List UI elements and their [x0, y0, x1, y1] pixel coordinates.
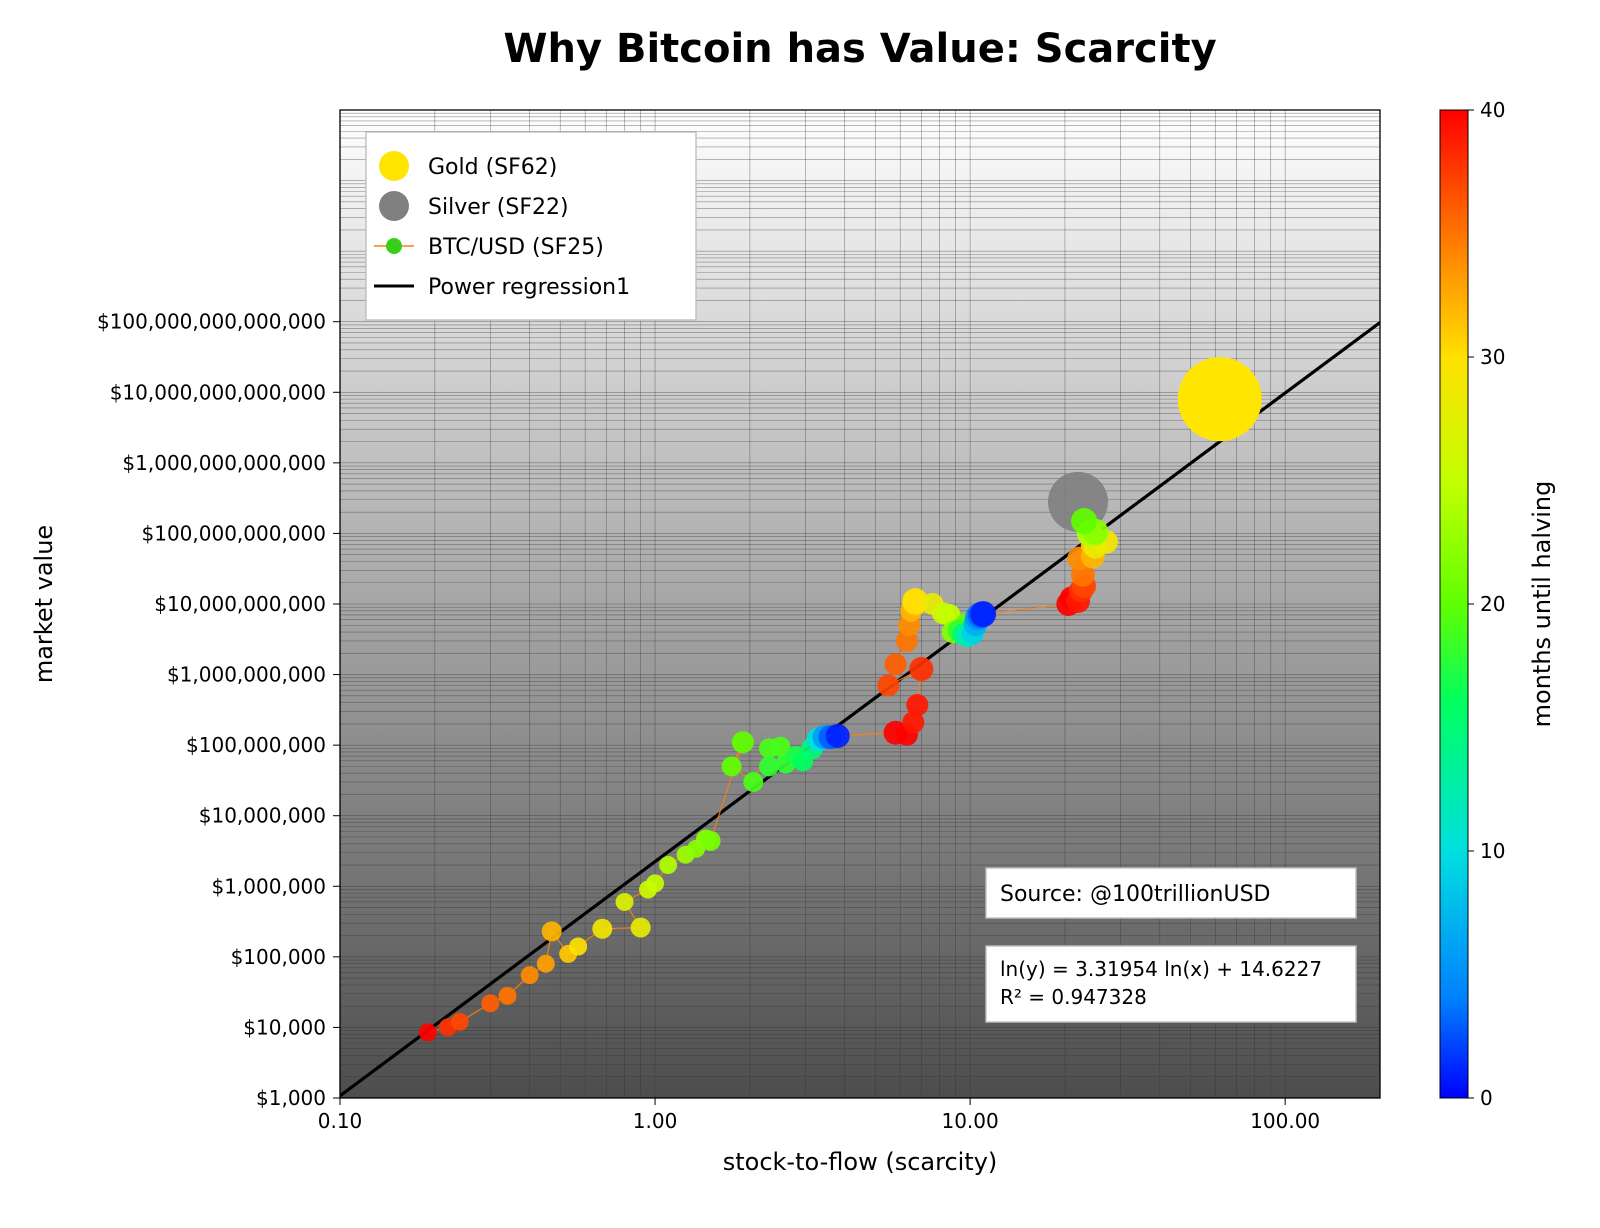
legend-swatch — [379, 191, 409, 221]
legend-label: Silver (SF22) — [428, 195, 569, 220]
y-tick-label: $1,000,000,000 — [167, 663, 326, 687]
btc-point — [481, 994, 499, 1012]
btc-point — [542, 921, 562, 941]
btc-point — [498, 987, 516, 1005]
colorbar — [1440, 110, 1468, 1098]
colorbar-tick-label: 10 — [1480, 839, 1505, 863]
y-tick-label: $100,000,000,000 — [142, 521, 327, 545]
btc-point — [521, 966, 539, 984]
y-axis-label: market value — [30, 525, 58, 683]
legend-label: Gold (SF62) — [428, 155, 557, 180]
y-tick-label: $10,000 — [243, 1015, 326, 1039]
btc-point — [877, 675, 899, 697]
btc-point — [885, 653, 907, 675]
btc-point — [659, 856, 677, 874]
y-tick-label: $100,000,000 — [186, 733, 326, 757]
btc-point — [569, 938, 587, 956]
btc-point — [909, 657, 933, 681]
x-tick-label: 100.00 — [1250, 1109, 1320, 1133]
btc-point — [419, 1023, 437, 1041]
y-tick-label: $10,000,000,000,000 — [110, 380, 326, 404]
btc-point — [1071, 508, 1097, 534]
y-tick-label: $10,000,000,000 — [154, 592, 326, 616]
legend-swatch — [379, 151, 409, 181]
colorbar-tick-label: 20 — [1480, 592, 1505, 616]
y-tick-label: $1,000 — [256, 1086, 326, 1110]
chart-title: Why Bitcoin has Value: Scarcity — [503, 26, 1216, 72]
btc-point — [592, 919, 612, 939]
btc-point — [631, 918, 651, 938]
y-tick-label: $100,000,000,000,000 — [97, 310, 326, 334]
btc-point — [646, 874, 664, 892]
btc-point — [759, 756, 779, 776]
colorbar-label: months until halving — [1528, 481, 1556, 728]
equation-line2: R² = 0.947328 — [1000, 985, 1147, 1009]
gold-point — [1178, 357, 1262, 441]
x-tick-label: 10.00 — [941, 1109, 998, 1133]
btc-point — [451, 1013, 469, 1031]
colorbar-tick-label: 40 — [1480, 98, 1505, 122]
x-tick-label: 0.10 — [318, 1109, 363, 1133]
legend-label: BTC/USD (SF25) — [428, 235, 604, 260]
y-tick-label: $100,000 — [231, 945, 326, 969]
chart-container: 0.10 1.00 10.00 100.00 $1,000 $10,000 $100,000… — [0, 0, 1600, 1228]
btc-point — [701, 831, 721, 851]
btc-point — [743, 772, 763, 792]
y-tick-label: $1,000,000 — [211, 874, 326, 898]
x-axis-label: stock-to-flow (scarcity) — [723, 1148, 998, 1176]
btc-point — [722, 756, 742, 776]
colorbar-tick-label: 30 — [1480, 345, 1505, 369]
colorbar-tick-label: 0 — [1480, 1086, 1493, 1110]
legend-label: Power regression1 — [428, 275, 630, 300]
btc-point — [826, 724, 850, 748]
btc-point — [616, 893, 634, 911]
btc-point — [732, 731, 754, 753]
btc-point — [970, 601, 996, 627]
chart-svg: 0.10 1.00 10.00 100.00 $1,000 $10,000 $100,000… — [0, 0, 1600, 1228]
source-text: Source: @100trillionUSD — [1000, 882, 1271, 907]
x-tick-label: 1.00 — [633, 1109, 678, 1133]
btc-point — [906, 694, 928, 716]
legend-swatch — [386, 238, 402, 254]
equation-line1: ln(y) = 3.31954 ln(x) + 14.6227 — [1000, 957, 1322, 981]
btc-point — [537, 955, 555, 973]
y-tick-label: $10,000,000 — [199, 804, 326, 828]
y-tick-label: $1,000,000,000,000 — [122, 451, 326, 475]
